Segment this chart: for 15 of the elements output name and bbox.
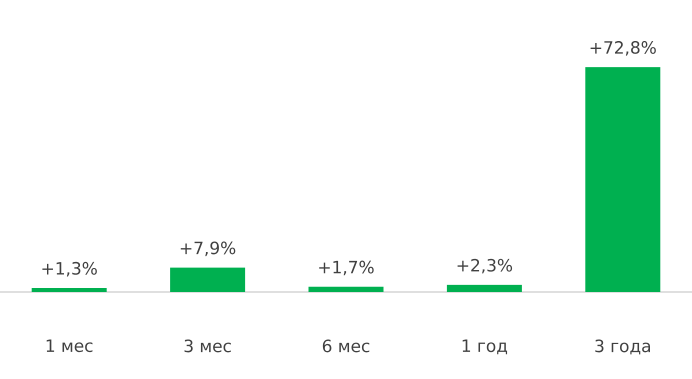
x-tick-label: 1 мес [46,340,92,352]
data-label: +72,8% [590,41,656,56]
x-tick-label: 3 года [595,340,650,354]
bar [308,286,384,292]
x-tick-label: 6 мес [322,340,370,352]
bar [446,284,522,292]
bar [585,67,660,292]
data-label: +2,3% [458,258,512,274]
x-tick-label: 3 мес [184,340,231,352]
data-label: +1,3% [42,262,97,276]
data-label: +1,7% [319,260,374,276]
bar [32,288,107,292]
x-tick-label: 1 год [462,340,508,354]
data-label: +7,9% [180,242,236,256]
bar [170,268,246,292]
